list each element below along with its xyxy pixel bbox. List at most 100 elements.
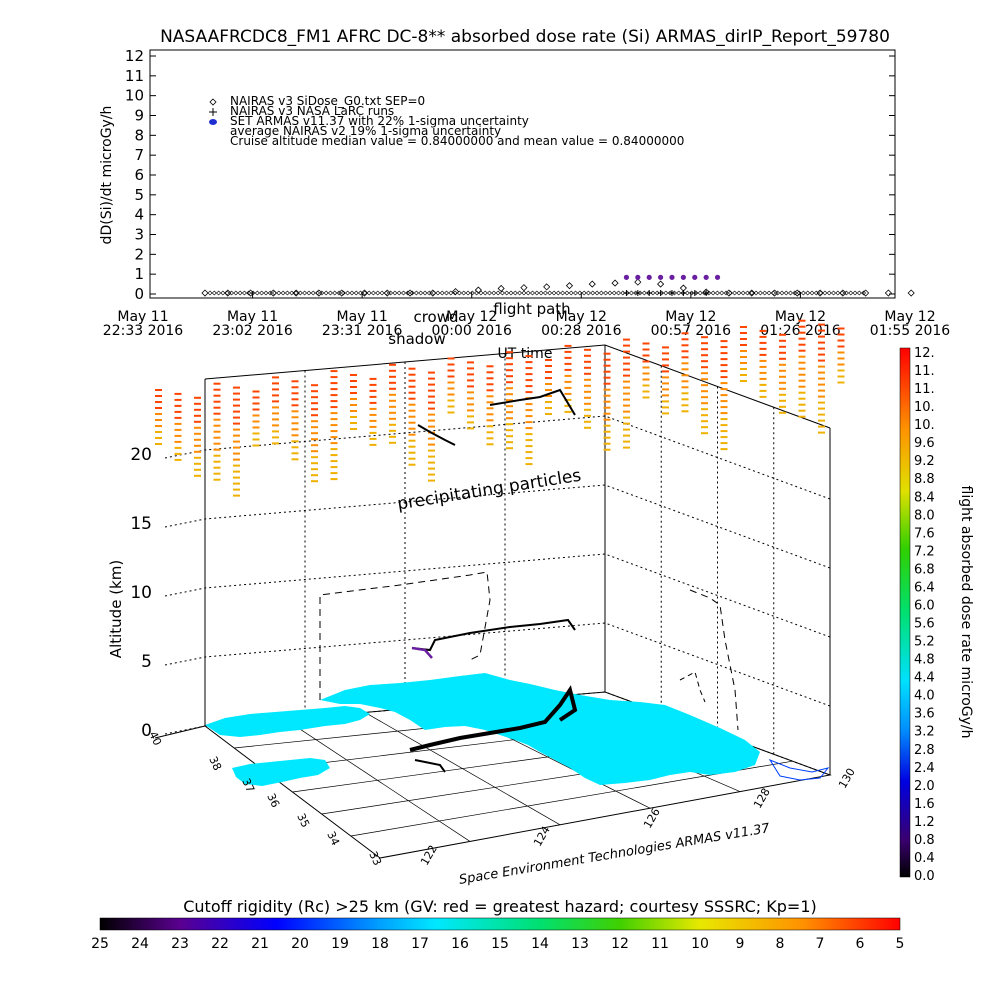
nairas-v3-point (383, 289, 391, 297)
armas-measurement-point (623, 274, 630, 280)
nairas-v3-baseline-point (319, 290, 325, 296)
nairas-v3-baseline-point (259, 290, 265, 296)
nairas-v3-baseline-point (370, 290, 376, 296)
nairas-v3-baseline-point (310, 290, 316, 296)
nairas-v3-baseline-point (641, 290, 647, 296)
legend-entry: NAIRAS v3 SiDose_G0.txt SEP=0 (230, 94, 425, 108)
dose-rate-colorbar-tick: 5.2 (914, 635, 935, 650)
legend-dot-marker (209, 119, 217, 125)
nairas-v3-baseline-point (616, 290, 621, 296)
legend-entry: SET ARMAS v11.37 with 22% 1-sigma uncert… (230, 114, 529, 128)
dose-rate-colorbar-tick: 0.4 (914, 851, 935, 866)
nairas-v3-baseline-point (456, 290, 462, 296)
cutoff-rigidity-tick: 16 (451, 936, 469, 952)
nairas-v3-baseline-point (831, 290, 836, 296)
nairas-v3-point (884, 289, 892, 297)
nairas-v3-point (565, 282, 574, 290)
land-peninsula-west (205, 706, 370, 737)
flight-track-ground-tail (414, 759, 446, 773)
nairas-v3-point (474, 286, 482, 294)
nairas-v3-baseline-point (431, 290, 437, 296)
nairas-v3-point (862, 289, 870, 297)
nairas-v3-baseline-point (770, 290, 776, 296)
nairas-v3-point (770, 289, 779, 297)
dose-rate-colorbar-tick: 2.8 (914, 743, 935, 758)
nairas-v3-baseline-point (736, 290, 742, 296)
dose-rate-colorbar-scale (899, 347, 911, 878)
report-title: NASAAFRCDC8_FM1 AFRC DC-8** absorbed dos… (160, 27, 890, 47)
nairas-v3-baseline-point (702, 290, 707, 296)
nairas-v3-point (360, 289, 369, 297)
latitude-tick-label: 37 (239, 776, 257, 794)
nairas-v3-baseline-point (637, 290, 643, 296)
nairas-v3-baseline-point (732, 290, 738, 296)
nairas-v3-baseline-point (302, 290, 308, 296)
nairas-v3-baseline-point (800, 290, 806, 296)
cutoff-rigidity-tick: 15 (491, 936, 509, 952)
dose-rate-colorbar-tick: 8.0 (914, 508, 935, 523)
nairas-v3-baseline-point (603, 290, 609, 296)
nairas-v3-baseline-point (594, 290, 600, 296)
nairas-v3-baseline-point (633, 290, 639, 296)
nairas-v3-baseline-point (839, 290, 845, 296)
nairas-v3-baseline-point (667, 290, 673, 296)
coastline-jeju (768, 758, 830, 781)
nairas-v3-baseline-point (306, 290, 312, 296)
dose-rate-y-tick-label: 9 (134, 107, 144, 125)
latitude-tick-label: 40 (146, 729, 164, 747)
nairas-v3-baseline-point (383, 290, 389, 296)
dose-rate-colorbar-tick: 0.8 (914, 833, 935, 848)
nairas-v3-point (816, 289, 824, 297)
nairas-v3-baseline-point (512, 290, 518, 296)
nairas-v3-baseline-point (332, 290, 338, 296)
longitude-tick-label: 124 (531, 824, 553, 849)
nairas-v3-baseline-point (534, 290, 540, 296)
nairas-v3-baseline-point (409, 290, 415, 296)
floor-gridline (364, 712, 561, 826)
dose-rate-series (201, 274, 915, 297)
dose-rate-y-tick-label: 0 (134, 285, 144, 303)
cutoff-rigidity-ticks: 25 24 23 22 21 20 19 18 17 16 15 14 13 12 11 10 9 8 7 6 5 (91, 936, 904, 952)
nairas-v3-baseline-point (706, 290, 712, 296)
nairas-v3-baseline-point (783, 290, 789, 296)
nairas-v3-baseline-point (224, 290, 230, 296)
box-axis-lat (154, 725, 206, 739)
cutoff-rigidity-tick: 14 (531, 936, 549, 952)
legend-cross-marker (209, 108, 217, 116)
flight-track-cruise-dose (411, 646, 433, 659)
land-mass-map (205, 673, 830, 786)
nairas-v3-baseline-point (663, 290, 669, 296)
nairas-v3-baseline-point (676, 290, 682, 296)
dose-rate-x-tick-time: 22:33 2016 (103, 323, 184, 339)
cutoff-rigidity-tick: 11 (651, 936, 669, 952)
nairas-v3-baseline-point (241, 290, 247, 296)
precipitating-particles-label: precipitating particles (396, 466, 583, 515)
dose-rate-colorbar-tick: 0.0 (914, 869, 935, 884)
nairas-v3-point (634, 278, 642, 286)
cutoff-rigidity-scale (99, 917, 901, 931)
nairas-v3-baseline-point (452, 290, 458, 296)
nairas-v3-baseline-point (315, 290, 320, 296)
altitude-gridline (164, 622, 831, 707)
nairas-v3-baseline-point (504, 290, 510, 296)
dose-rate-colorbar-tick: 7.6 (914, 526, 935, 541)
nairas-v3-baseline-point (263, 290, 269, 296)
dose-rate-colorbar-tick: 10. (914, 400, 935, 415)
armas-measurement-point (657, 274, 664, 280)
cutoff-rigidity-tick: 18 (371, 936, 389, 952)
nairas-v3-baseline-point (753, 290, 759, 296)
nairas-v3-point (497, 284, 505, 293)
dose-rate-y-tick-label: 7 (134, 146, 144, 164)
dose-rate-x-tick-time: 23:02 2016 (212, 323, 293, 339)
nairas-v3-baseline-point (491, 290, 497, 296)
altitude-tick-label: 10 (130, 583, 152, 603)
nairas-v3-baseline-point (340, 290, 346, 296)
nairas-v3-baseline-point (405, 290, 411, 296)
nairas-v3-baseline-point (689, 290, 695, 296)
nairas-v3-baseline-point (577, 290, 583, 296)
dose-rate-colorbar-tick: 4.0 (914, 689, 935, 704)
dose-rate-x-tick-date: May 11 (337, 309, 388, 325)
nairas-v3-baseline-point (289, 290, 295, 296)
